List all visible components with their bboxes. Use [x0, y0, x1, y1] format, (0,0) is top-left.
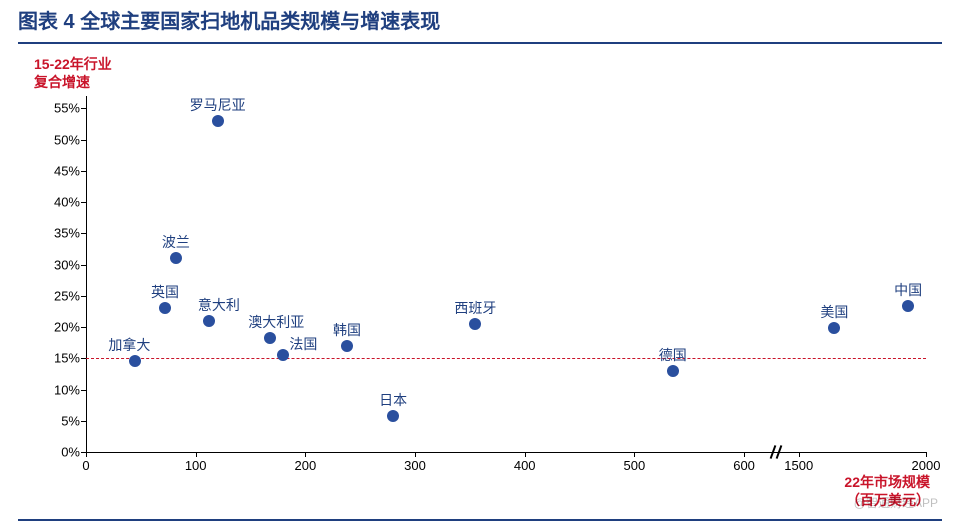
y-tick	[81, 233, 86, 234]
plot-area: 0%5%10%15%20%25%30%35%40%45%50%55%010020…	[86, 96, 926, 452]
y-tick	[81, 171, 86, 172]
x-tick-label: 400	[514, 458, 536, 473]
y-tick-label: 35%	[42, 226, 80, 241]
data-point-label: 加拿大	[108, 335, 150, 355]
y-tick-label: 55%	[42, 101, 80, 116]
y-tick	[81, 202, 86, 203]
data-point-label: 日本	[379, 390, 407, 410]
chart-container: 图表 4 全球主要国家扫地机品类规模与增速表现 15-22年行业 复合增速 22…	[0, 0, 960, 527]
x-tick	[305, 452, 306, 457]
data-point-label: 中国	[894, 280, 922, 300]
y-tick-label: 40%	[42, 195, 80, 210]
y-tick-label: 25%	[42, 288, 80, 303]
y-tick-label: 20%	[42, 320, 80, 335]
x-tick-label: 200	[294, 458, 316, 473]
data-point	[264, 332, 276, 344]
y-tick-label: 15%	[42, 351, 80, 366]
data-point-label: 澳大利亚	[248, 312, 304, 332]
y-axis-title: 15-22年行业 复合增速	[34, 56, 112, 91]
data-point	[902, 300, 914, 312]
data-point-label: 法国	[289, 334, 317, 354]
x-axis-break	[769, 445, 783, 459]
y-tick	[81, 296, 86, 297]
reference-line	[86, 358, 926, 359]
data-point	[212, 115, 224, 127]
x-tick	[525, 452, 526, 457]
data-point	[828, 322, 840, 334]
data-point-label: 波兰	[162, 232, 190, 252]
data-point	[667, 365, 679, 377]
x-tick	[415, 452, 416, 457]
x-tick-label: 100	[185, 458, 207, 473]
x-tick	[196, 452, 197, 457]
y-tick	[81, 108, 86, 109]
x-tick	[86, 452, 87, 457]
data-point	[203, 315, 215, 327]
x-tick-label: 1500	[784, 458, 813, 473]
data-point	[387, 410, 399, 422]
x-tick	[744, 452, 745, 457]
y-tick	[81, 327, 86, 328]
y-tick-label: 45%	[42, 163, 80, 178]
data-point	[277, 349, 289, 361]
data-point-label: 意大利	[198, 295, 240, 315]
data-point-label: 西班牙	[454, 298, 496, 318]
chart-title: 图表 4 全球主要国家扫地机品类规模与增速表现	[18, 11, 440, 33]
data-point-label: 韩国	[333, 320, 361, 340]
data-point	[159, 302, 171, 314]
x-tick-label: 500	[624, 458, 646, 473]
y-tick	[81, 140, 86, 141]
y-tick	[81, 390, 86, 391]
data-point-label: 德国	[659, 345, 687, 365]
x-tick	[799, 452, 800, 457]
x-axis	[86, 452, 926, 453]
y-tick-label: 10%	[42, 382, 80, 397]
y-tick-label: 30%	[42, 257, 80, 272]
x-tick	[634, 452, 635, 457]
y-tick	[81, 421, 86, 422]
y-tick-label: 5%	[42, 413, 80, 428]
data-point-label: 罗马尼亚	[190, 95, 246, 115]
data-point-label: 美国	[820, 302, 848, 322]
data-point	[129, 355, 141, 367]
data-point-label: 英国	[151, 282, 179, 302]
y-tick-label: 50%	[42, 132, 80, 147]
y-tick	[81, 265, 86, 266]
bottom-rule	[18, 519, 942, 521]
watermark: @智通财经APP	[854, 494, 938, 511]
data-point	[170, 252, 182, 264]
x-tick-label: 600	[733, 458, 755, 473]
data-point	[469, 318, 481, 330]
x-tick	[926, 452, 927, 457]
x-tick-label: 0	[82, 458, 89, 473]
title-bar: 图表 4 全球主要国家扫地机品类规模与增速表现	[18, 6, 942, 44]
data-point	[341, 340, 353, 352]
y-tick-label: 0%	[42, 445, 80, 460]
x-tick-label: 300	[404, 458, 426, 473]
x-tick-label: 2000	[912, 458, 941, 473]
y-axis	[86, 96, 87, 452]
